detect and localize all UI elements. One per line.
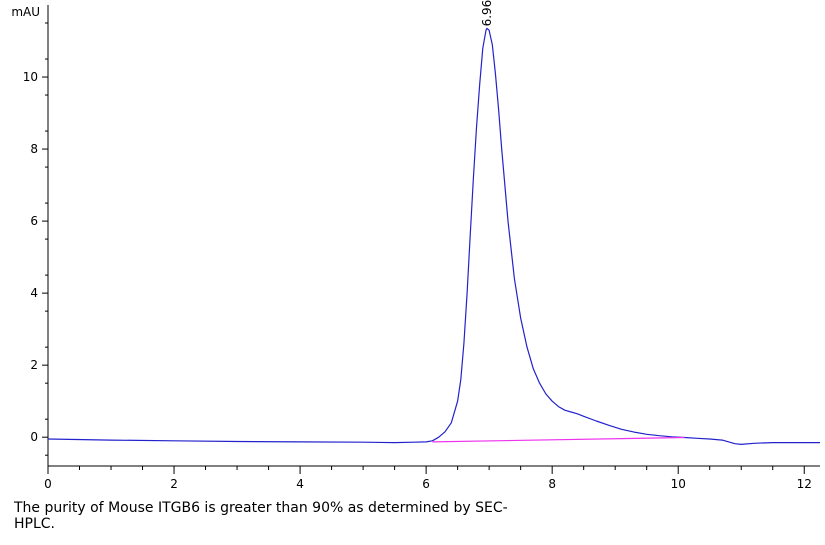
x-tick-label: 0 <box>44 477 52 491</box>
annotation-group: 6.965 <box>480 0 494 26</box>
y-tick-label: 4 <box>30 286 38 300</box>
peak-retention-label: 6.965 <box>480 0 494 26</box>
x-tick-label: 10 <box>671 477 686 491</box>
series-group <box>47 27 820 445</box>
y-tick-label: 6 <box>30 214 38 228</box>
y-tick-label: 0 <box>30 430 38 444</box>
x-tick-label: 6 <box>422 477 430 491</box>
x-ticks: 0 2 4 6 8 10 12 <box>44 466 812 491</box>
x-tick-label: 12 <box>797 477 812 491</box>
purity-caption: The purity of Mouse ITGB6 is greater tha… <box>14 500 508 532</box>
y-tick-label: 10 <box>23 70 38 84</box>
y-tick-label: 8 <box>30 142 38 156</box>
baseline-line <box>432 436 685 443</box>
chromatogram-trace-line <box>47 27 820 445</box>
x-tick-label: 2 <box>170 477 178 491</box>
y-axis-unit-label: mAU <box>11 5 40 19</box>
x-tick-label: 8 <box>548 477 556 491</box>
y-tick-label: 2 <box>30 358 38 372</box>
y-ticks: 0 2 4 6 8 10 <box>23 22 48 456</box>
x-tick-label: 4 <box>296 477 304 491</box>
